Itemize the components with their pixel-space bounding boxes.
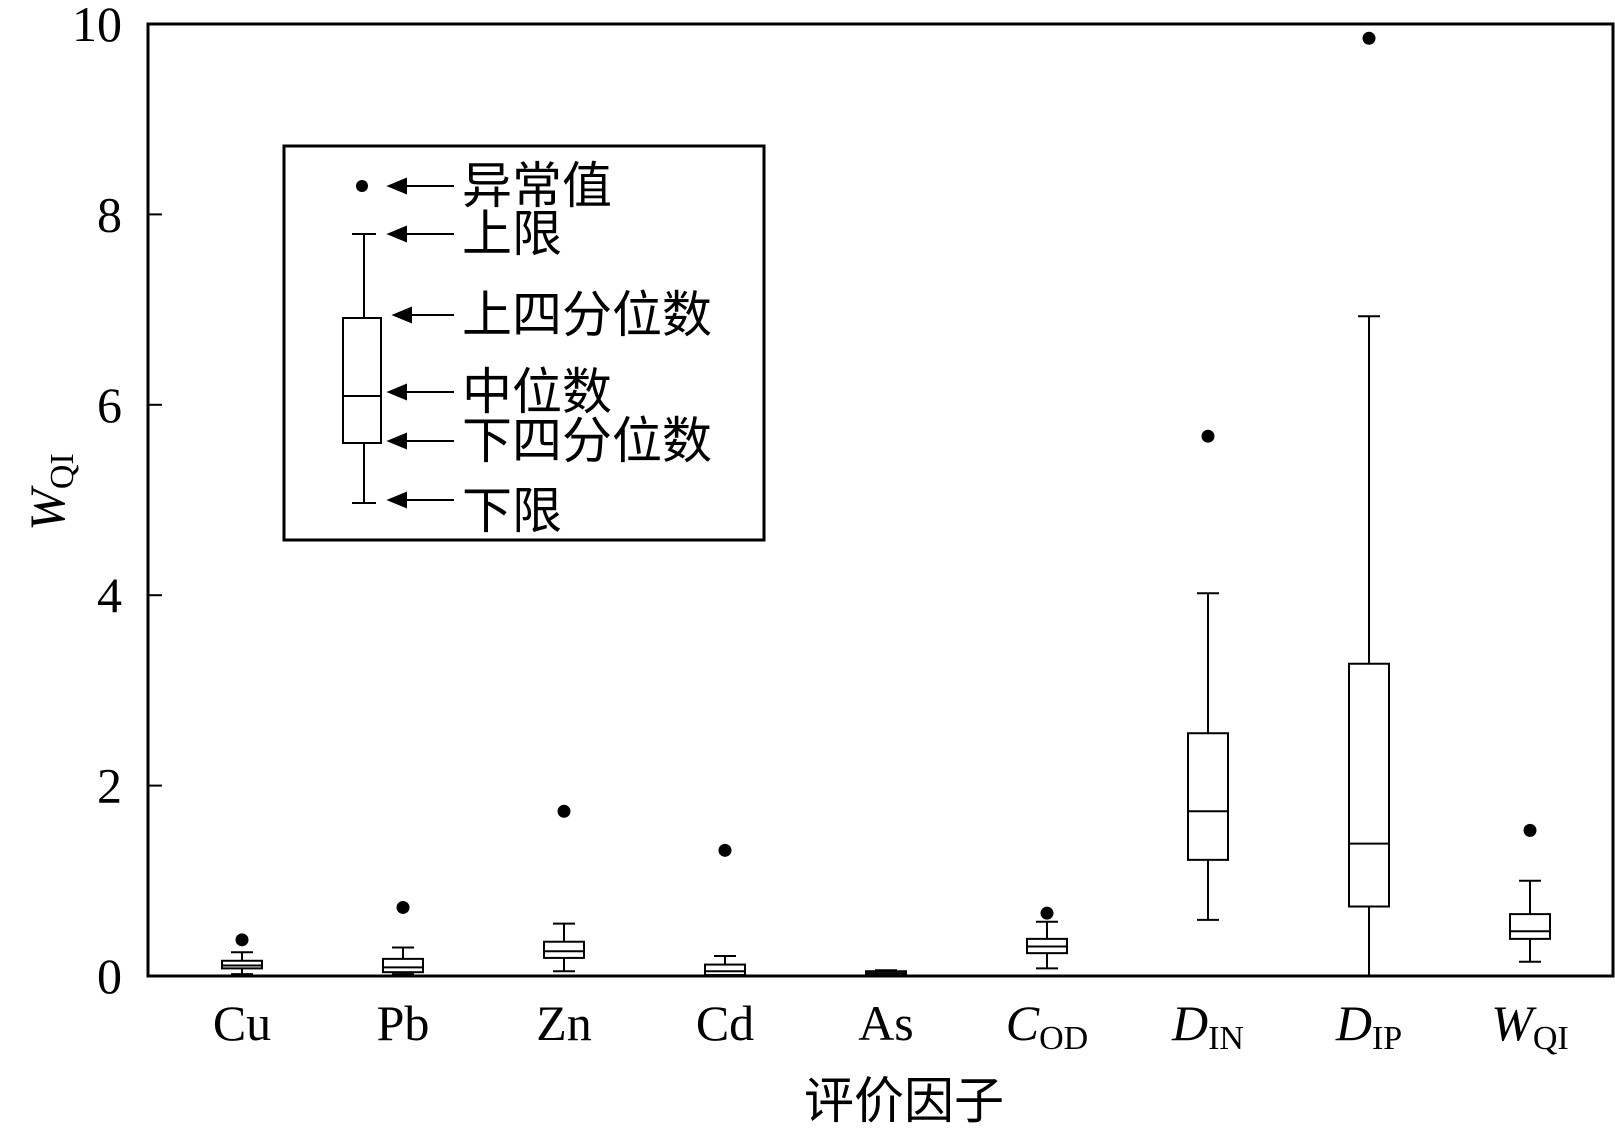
iqr-box xyxy=(543,940,585,959)
legend-label-q1: 下四分位数 xyxy=(462,413,712,469)
legend-label-outlier: 异常值 xyxy=(462,158,612,214)
outlier-point xyxy=(1523,823,1537,837)
legend-label-lower: 下限 xyxy=(462,483,562,539)
iqr-box xyxy=(1348,662,1390,908)
legend-label-upper: 上限 xyxy=(462,206,562,262)
y-tick-label: 6 xyxy=(97,377,122,433)
x-tick-label: DIN xyxy=(1171,995,1244,1057)
outlier-point xyxy=(1201,429,1215,443)
arrowhead-q3 xyxy=(391,306,412,324)
x-axis-label: 评价因子 xyxy=(804,1073,1004,1129)
arrowhead-outlier xyxy=(386,177,407,195)
y-tick-label: 2 xyxy=(97,758,122,814)
box-Zn xyxy=(543,804,585,973)
legend-arrows xyxy=(386,177,454,509)
x-axis: Cu Pb Zn Cd As COD DIN DIP WQI xyxy=(213,995,1569,1057)
x-tick-label: As xyxy=(858,995,914,1051)
legend-box xyxy=(342,317,382,444)
iqr-box xyxy=(1187,732,1229,861)
legend-label-q3: 上四分位数 xyxy=(462,287,712,343)
x-tick-label: Pb xyxy=(377,995,430,1051)
outlier-point xyxy=(1040,906,1054,920)
iqr-box xyxy=(704,963,746,977)
arrowhead-q1 xyxy=(386,432,407,450)
x-tick-label: Zn xyxy=(536,995,592,1051)
y-axis: 0 2 4 6 8 10 xyxy=(72,0,162,1004)
arrowhead-upper xyxy=(386,225,407,243)
box-Pb xyxy=(382,900,424,976)
legend-label-median: 中位数 xyxy=(462,364,612,420)
legend-outlier-marker xyxy=(356,180,368,192)
outlier-point xyxy=(396,900,410,914)
arrowhead-median xyxy=(386,383,407,401)
x-tick-label: Cu xyxy=(213,995,271,1051)
box-WQI xyxy=(1509,823,1551,963)
outlier-point xyxy=(718,843,732,857)
arrowhead-lower xyxy=(386,491,407,509)
legend: 异常值 上限 上四分位数 中位数 下四分位数 下限 xyxy=(282,144,766,542)
box-Cd xyxy=(704,843,746,977)
box-As xyxy=(865,969,907,977)
x-tick-label: WQI xyxy=(1491,995,1569,1057)
box-DIN xyxy=(1187,429,1229,921)
box-DIP xyxy=(1348,31,1390,977)
y-tick-label: 8 xyxy=(97,186,122,242)
y-tick-label: 10 xyxy=(72,0,122,52)
y-tick-label: 0 xyxy=(97,948,122,1004)
y-axis-label: WQI xyxy=(19,453,81,531)
outlier-point xyxy=(1362,31,1376,45)
y-tick-label: 4 xyxy=(97,567,122,623)
iqr-box xyxy=(1509,913,1551,940)
x-tick-label: COD xyxy=(1006,995,1088,1057)
outlier-point xyxy=(557,804,571,818)
x-tick-label: Cd xyxy=(696,995,754,1051)
box-Cu xyxy=(221,933,263,976)
outlier-point xyxy=(235,933,249,947)
x-tick-label: DIP xyxy=(1335,995,1402,1057)
iqr-box xyxy=(382,957,424,974)
box-COD xyxy=(1026,906,1068,970)
box-series xyxy=(221,31,1551,977)
